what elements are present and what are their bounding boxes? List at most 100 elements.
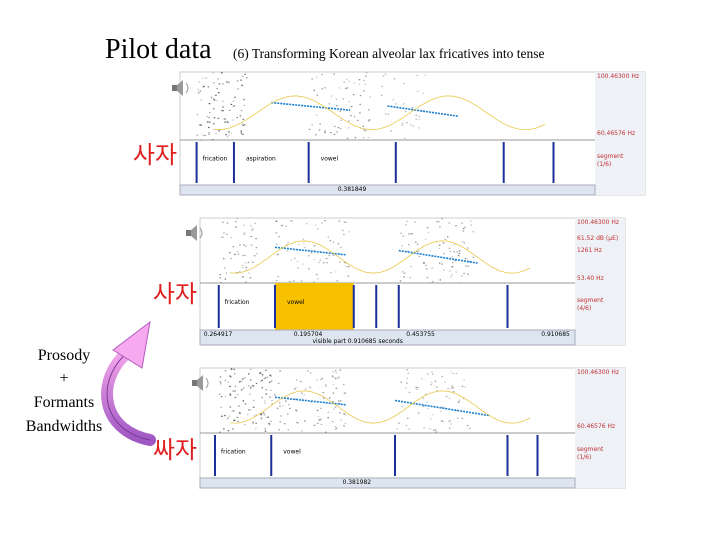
spectrogram-speckle: [248, 272, 250, 274]
spectrogram-speckle: [323, 397, 325, 399]
spectrogram-speckle: [234, 221, 237, 223]
spectrogram-speckle: [325, 384, 327, 386]
spectrogram-speckle: [451, 266, 454, 268]
visible-label: visible part 0.910685 seconds: [313, 338, 403, 345]
spectrogram-speckle: [311, 124, 313, 126]
spectrogram-speckle: [458, 250, 461, 252]
spectrogram-speckle: [418, 118, 420, 120]
spectrogram-speckle: [297, 422, 299, 424]
spectrogram-speckle: [255, 382, 258, 385]
spectrogram-speckle: [448, 247, 451, 249]
spectrogram-speckle: [199, 90, 202, 92]
spectrogram-speckle: [277, 276, 280, 278]
spectrogram-speckle: [228, 81, 230, 84]
spectrogram-speckle: [335, 98, 338, 101]
spectrogram-speckle: [406, 382, 408, 384]
spectrogram-speckle: [401, 123, 404, 125]
spectrogram-speckle: [224, 379, 227, 382]
spectrogram-speckle: [400, 232, 402, 234]
spectrogram-speckle: [422, 397, 425, 400]
spectrogram-speckle: [445, 395, 448, 397]
spectrogram-speckle: [244, 262, 247, 264]
spectrogram-speckle: [218, 83, 221, 85]
spectrogram-speckle: [437, 221, 440, 223]
spectrogram-speckle: [300, 280, 303, 282]
spectrogram-speckle: [243, 104, 246, 106]
spectrogram-speckle: [367, 136, 370, 139]
spectrogram-speckle: [450, 423, 452, 425]
spectrogram-speckle: [408, 233, 410, 235]
spectrogram-speckle: [384, 73, 387, 75]
spectrogram-speckle: [198, 81, 200, 83]
spectrogram-speckle: [357, 119, 359, 121]
spectrogram-speckle: [434, 380, 437, 382]
spectrogram-speckle: [233, 419, 235, 421]
spectrogram-speckle: [239, 244, 241, 246]
spectrogram-speckle: [427, 231, 429, 233]
spectrogram-speckle: [266, 416, 268, 419]
spectrogram-speckle: [332, 254, 335, 256]
spectrogram-speckle: [421, 378, 423, 380]
spectrogram-speckle: [297, 267, 299, 269]
spectrogram-speckle: [295, 409, 297, 411]
spectrogram-speckle: [320, 379, 322, 381]
spectrogram-speckle: [264, 430, 267, 432]
spectrogram-speckle: [430, 418, 432, 420]
spectrogram-speckle: [222, 106, 224, 108]
spectrogram-speckle: [281, 224, 283, 226]
spectrogram-speckle: [206, 115, 209, 118]
spectrogram-speckle: [354, 136, 357, 139]
spectrogram-speckle: [316, 379, 318, 381]
spectrogram-speckle: [260, 417, 263, 419]
spectrogram-speckle: [216, 100, 218, 102]
spectrogram-speckle: [265, 369, 267, 371]
spectrogram-speckle: [328, 254, 331, 257]
spectrogram-speckle: [295, 379, 298, 381]
spectrogram-speckle: [401, 124, 404, 127]
spectrogram-speckle: [232, 428, 234, 430]
spectrogram-speckle: [241, 75, 244, 77]
spectrogram-speckle: [278, 429, 281, 431]
spectrogram-speckle: [223, 258, 225, 260]
spectrogram-speckle: [302, 238, 305, 240]
spectrogram-speckle: [408, 428, 411, 430]
spectrogram-speckle: [425, 393, 427, 395]
spectrogram-speckle: [227, 121, 230, 124]
spectrogram-speckle: [403, 137, 406, 139]
spectrogram-speckle: [416, 250, 418, 253]
spectrogram-speckle: [320, 74, 323, 76]
freq-label: 60.46576 Hz: [577, 423, 615, 430]
spectrogram-speckle: [441, 375, 443, 378]
spectrogram-speckle: [199, 124, 201, 126]
spectrogram-speckle: [418, 115, 421, 117]
spectrogram-speckle: [469, 261, 471, 263]
spectrogram-speckle: [449, 270, 451, 272]
spectrogram-speckle: [436, 390, 438, 392]
spectrogram-speckle: [316, 94, 319, 96]
spectrogram-speckle: [263, 378, 266, 380]
time-label: 0.453755: [406, 331, 435, 338]
spectrogram-speckle: [279, 370, 281, 372]
spectrogram-speckle: [456, 417, 459, 419]
spectrogram-speckle: [237, 88, 239, 90]
spectrogram-speckle: [226, 81, 228, 83]
speaker-waves: [199, 227, 203, 239]
spectrogram-speckle: [454, 259, 456, 261]
spectrogram-speckle: [335, 105, 338, 107]
spectrogram-speckle: [230, 369, 232, 371]
spectrogram-speckle: [324, 130, 326, 132]
spectrogram-speckle: [345, 262, 347, 265]
spectrogram-speckle: [472, 231, 474, 233]
spectrogram-speckle: [363, 79, 365, 82]
spectrogram-speckle: [363, 129, 366, 131]
spectrogram-speckle: [429, 250, 432, 252]
spectrogram-speckle: [287, 413, 289, 415]
tier-label: frication: [221, 448, 246, 455]
spectrogram-speckle: [276, 407, 279, 409]
spectrogram-speckle: [321, 222, 323, 224]
spectrogram-speckle: [243, 233, 245, 236]
speaker-icon: [177, 80, 183, 96]
freq-label: 53.40 Hz: [577, 275, 604, 282]
spectrogram-speckle: [263, 414, 266, 416]
speaker-icon: [172, 85, 177, 91]
